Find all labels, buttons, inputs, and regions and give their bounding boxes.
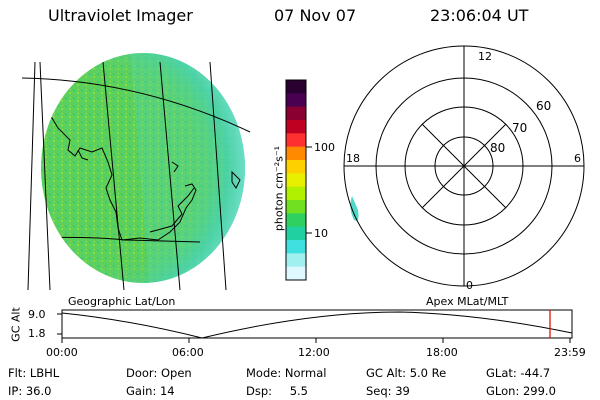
colorbar-unit-label: photon cm⁻²s⁻¹ xyxy=(272,145,286,232)
altitude-ytick-high: 9.0 xyxy=(28,308,46,321)
polar-panel-label: Apex MLat/MLT xyxy=(426,295,509,308)
colorbar-segment xyxy=(286,226,306,241)
info-mode: Mode: Normal xyxy=(246,366,327,380)
colorbar-segment xyxy=(286,146,306,161)
colorbar-segment xyxy=(286,213,306,228)
time-label: 23:06:04 UT xyxy=(430,6,529,25)
info-glat: GLat: -44.7 xyxy=(486,366,551,380)
colorbar-segment xyxy=(286,200,306,214)
colorbar-segment xyxy=(286,160,306,174)
mlt-label-top: 12 xyxy=(478,50,492,63)
colorbar-segment xyxy=(286,240,306,254)
altitude-ylabel: GC Alt xyxy=(9,307,23,342)
colorbar-segment xyxy=(286,253,306,268)
colorbar-tick-10: 10 xyxy=(314,227,328,240)
lat-label-80: 80 xyxy=(490,141,505,155)
altitude-xtick-3: 18:00 xyxy=(426,346,458,359)
colorbar-tick-100: 100 xyxy=(314,141,335,154)
colorbar-segment xyxy=(286,173,306,188)
mlt-label-bottom: 0 xyxy=(466,279,473,292)
altitude-ytick-low: 1.8 xyxy=(28,327,46,340)
colorbar-segment xyxy=(286,266,306,281)
info-flt: Flt: LBHL xyxy=(8,366,60,380)
colorbar-segment xyxy=(286,120,306,134)
mlt-label-left: 18 xyxy=(346,152,360,165)
altitude-xtick-1: 06:00 xyxy=(172,346,204,359)
info-ip: IP: 36.0 xyxy=(8,384,52,398)
altitude-xtick-0: 00:00 xyxy=(46,346,78,359)
info-door: Door: Open xyxy=(126,366,192,380)
info-gain: Gain: 14 xyxy=(126,384,175,398)
info-glon: GLon: 299.0 xyxy=(486,384,556,398)
colorbar-segment xyxy=(286,106,306,121)
altitude-xtick-4: 23:59 xyxy=(554,346,586,359)
geographic-grid xyxy=(22,61,251,290)
date-label: 07 Nov 07 xyxy=(274,6,357,25)
instrument-title: Ultraviolet Imager xyxy=(48,6,193,25)
colorbar-segment xyxy=(286,93,306,108)
colorbar-segment xyxy=(286,186,306,201)
colorbar xyxy=(286,80,306,281)
altitude-plot xyxy=(57,309,573,343)
info-gc-alt: GC Alt: 5.0 Re xyxy=(366,366,447,380)
geo-panel-label: Geographic Lat/Lon xyxy=(68,295,176,308)
polar-plot xyxy=(343,45,585,287)
altitude-xtick-2: 12:00 xyxy=(298,346,330,359)
coastline xyxy=(41,109,241,243)
colorbar-segment xyxy=(286,80,306,94)
lat-label-60: 60 xyxy=(536,99,551,113)
lat-label-70: 70 xyxy=(512,121,527,135)
mlt-label-right: 6 xyxy=(574,152,581,165)
info-dsp: Dsp: 5.5 xyxy=(246,384,308,398)
info-seq: Seq: 39 xyxy=(366,384,410,398)
colorbar-segment xyxy=(286,133,306,148)
geographic-image-disk xyxy=(41,53,245,283)
